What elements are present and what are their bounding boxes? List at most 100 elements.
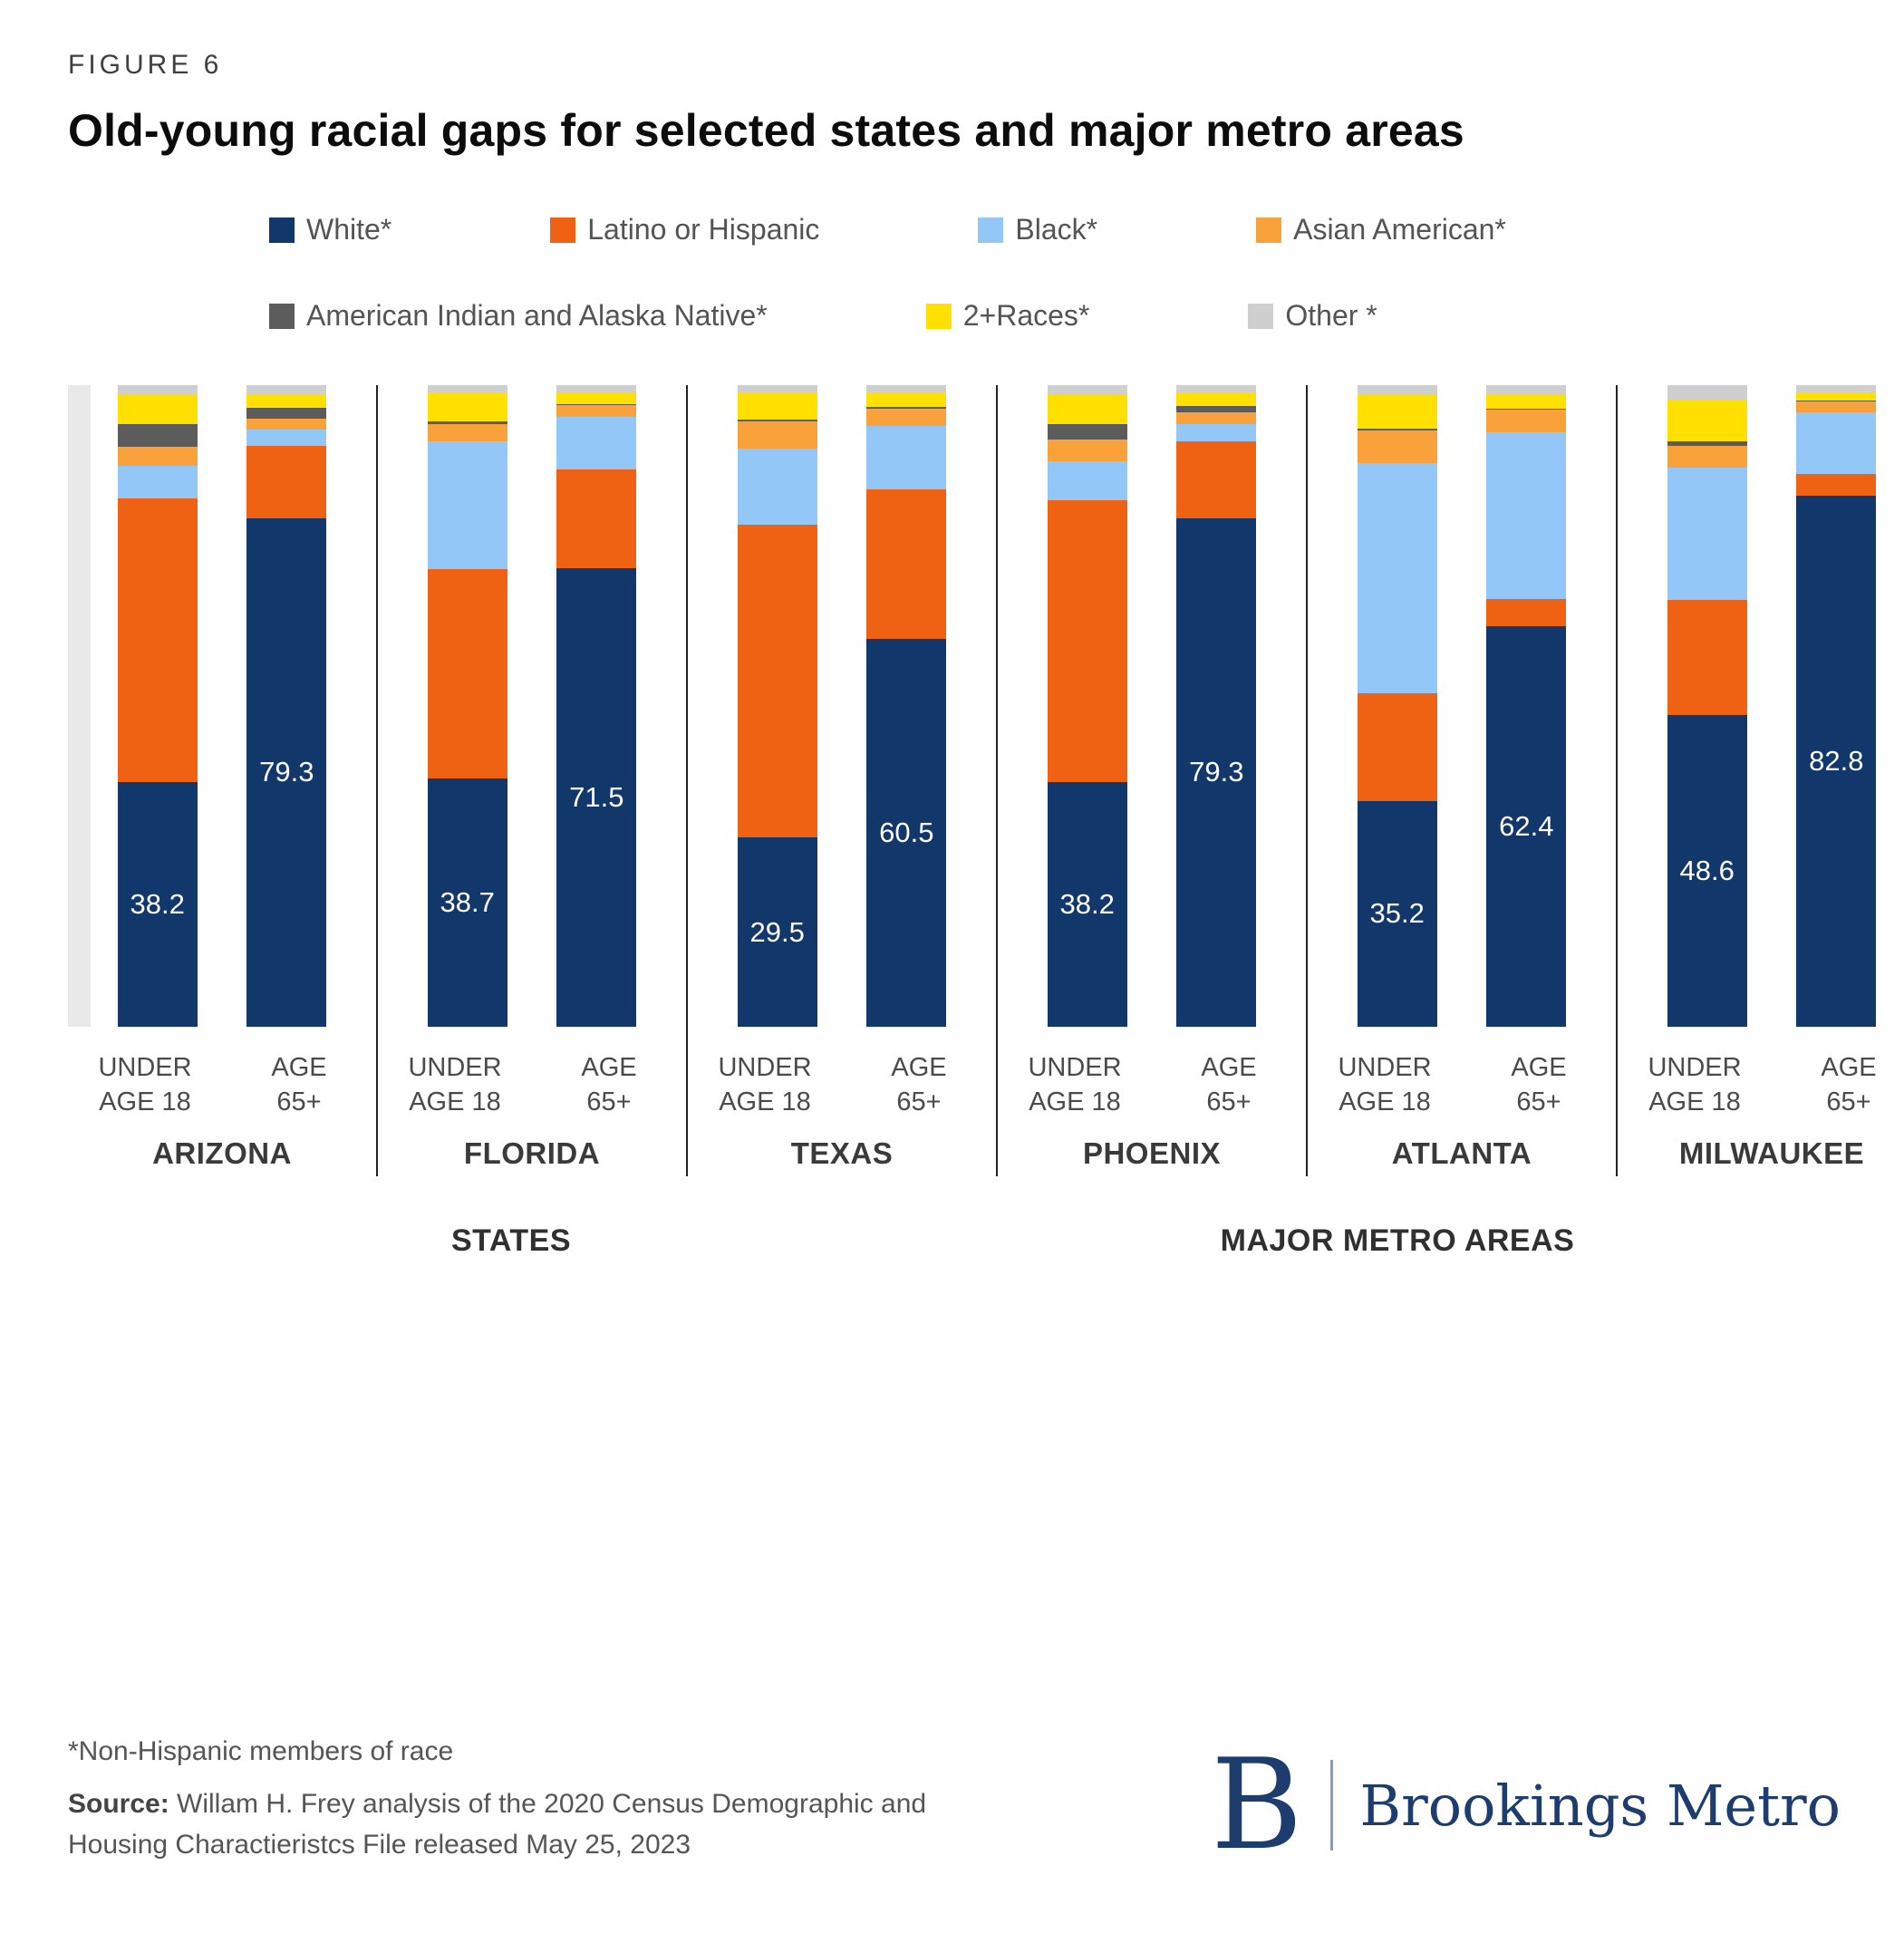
axis-tick-line: AGE 18 [1648, 1087, 1741, 1117]
brookings-logo: B Brookings Metro [1211, 1743, 1841, 1868]
bar-segment [737, 420, 817, 449]
bar-segment [1047, 460, 1127, 501]
legend-swatch-icon [978, 217, 1004, 243]
source-label: Source: [68, 1789, 169, 1819]
source-text: Willam H. Frey analysis of the 2020 Cens… [68, 1789, 927, 1860]
figure-page: FIGURE 6 Old-young racial gaps for selec… [68, 50, 1877, 1259]
stacked-bar: 38.2 [117, 385, 198, 1027]
axis-tick-line: AGE 18 [1339, 1087, 1431, 1117]
figure-label: FIGURE 6 [68, 50, 223, 80]
axis-tick-label: AGE 65+ [222, 1050, 376, 1120]
axis-tick-line: UNDER [1028, 1053, 1122, 1082]
legend-swatch-icon [1248, 303, 1274, 329]
axis-tick-line: AGE [1511, 1053, 1567, 1082]
axis-tick-label: UNDER AGE 18 [1618, 1050, 1772, 1120]
bar-segment [1357, 385, 1437, 394]
legend-item: American Indian and Alaska Native* [269, 299, 768, 333]
plot-left-margin [68, 385, 91, 1027]
legend-swatch-icon [269, 217, 295, 243]
bar-segment [246, 445, 327, 518]
ticks-row: UNDER AGE 18 AGE 65+ [688, 1050, 996, 1120]
bars-row: 38.7 71.5 [378, 385, 686, 1027]
bar-value-label: 35.2 [1369, 897, 1425, 930]
group-name: ATLANTA [1391, 1136, 1532, 1170]
bar-segment [556, 416, 637, 469]
axis-tick-line: AGE [891, 1053, 947, 1082]
axis-tick-label: AGE 65+ [1152, 1050, 1306, 1120]
bar-segment [1796, 385, 1877, 393]
bar-segment [246, 429, 327, 446]
chart: 38.2 79.3 UNDER AGE 18 AGE 65+ ARIZONA 38.7 71.5… [68, 385, 1877, 1259]
stacked-bar: 38.7 [427, 385, 507, 1027]
section-label: STATES [450, 1223, 572, 1258]
bar-segment [1486, 393, 1567, 409]
bar-segment [737, 385, 817, 392]
chart-group-arizona: 38.2 79.3 UNDER AGE 18 AGE 65+ ARIZONA [68, 385, 376, 1176]
stacked-bar: 79.3 [1176, 385, 1257, 1027]
legend-label: Black* [1015, 213, 1098, 246]
bar-segment [117, 385, 198, 395]
bar-segment [1796, 473, 1877, 496]
bar-segment [427, 392, 507, 421]
axis-tick-label: UNDER AGE 18 [688, 1050, 842, 1120]
footnote: *Non-Hispanic members of race [68, 1736, 454, 1766]
bar-value-label: 38.2 [1059, 887, 1115, 920]
bar-value-label: 60.5 [879, 816, 934, 848]
legend-label: White* [306, 213, 392, 246]
bar-segment [1357, 429, 1437, 430]
bar-value-label: 71.5 [569, 780, 624, 813]
bar-segment: 71.5 [556, 567, 637, 1027]
axis-tick-line: AGE 18 [409, 1087, 501, 1117]
bar-segment [1796, 392, 1877, 401]
axis-tick-line: AGE 18 [99, 1087, 191, 1117]
group-name: PHOENIX [1082, 1136, 1222, 1170]
bar-value-label: 79.3 [1189, 756, 1244, 788]
bar-segment [1176, 392, 1257, 406]
bar-segment [1667, 446, 1747, 468]
bar-value-label: 79.3 [259, 756, 314, 788]
legend-label: Asian American* [1293, 213, 1506, 246]
stacked-bar: 62.4 [1486, 385, 1567, 1027]
bar-segment [246, 385, 327, 395]
axis-tick-label: AGE 65+ [1462, 1050, 1616, 1120]
bar-segment [427, 569, 507, 779]
legend-item: Latino or Hispanic [550, 213, 819, 246]
axis-tick-line: UNDER [1648, 1053, 1742, 1082]
bar-segment [1486, 432, 1567, 600]
bar-segment [1667, 441, 1747, 447]
bar-segment [1486, 409, 1567, 433]
bar-segment [1176, 440, 1257, 518]
bar-segment [1796, 401, 1877, 412]
axis-tick-label: AGE 65+ [842, 1050, 996, 1120]
stacked-bar: 60.5 [866, 385, 947, 1027]
bar-segment [246, 418, 327, 430]
ticks-row: UNDER AGE 18 AGE 65+ [998, 1050, 1306, 1120]
axis-tick-label: AGE 65+ [532, 1050, 686, 1120]
bar-segment: 62.4 [1486, 626, 1567, 1027]
group-name: FLORIDA [463, 1136, 601, 1170]
bar-value-label: 29.5 [749, 915, 805, 948]
bar-segment [1486, 385, 1567, 394]
bar-segment [556, 403, 637, 405]
chart-group-atlanta: 35.2 62.4 UNDER AGE 18 AGE 65+ ATLANTA [1306, 385, 1616, 1176]
bar-segment [556, 392, 637, 404]
bar-segment [246, 394, 327, 408]
group-name: TEXAS [790, 1136, 894, 1170]
section-labels: STATES MAJOR METRO AREAS [68, 1223, 1841, 1259]
bar-segment [866, 385, 947, 393]
legend-item: Asian American* [1256, 213, 1506, 246]
bar-segment [117, 498, 198, 782]
axis-tick-line: AGE 18 [1029, 1087, 1121, 1117]
legend-item: 2+Races* [925, 299, 1089, 333]
bar-value-label: 38.7 [440, 886, 495, 918]
bars-row: 29.5 60.5 [688, 385, 996, 1027]
chart-groups: 38.2 79.3 UNDER AGE 18 AGE 65+ ARIZONA 38.7 71.5… [68, 385, 1877, 1176]
stacked-bar: 29.5 [737, 385, 817, 1027]
axis-tick-line: 65+ [586, 1087, 632, 1117]
logo-wordmark: Brookings Metro [1359, 1772, 1841, 1839]
chart-group-florida: 38.7 71.5 UNDER AGE 18 AGE 65+ FLORIDA [376, 385, 686, 1176]
bar-segment [1357, 430, 1437, 464]
axis-tick-label: UNDER AGE 18 [998, 1050, 1152, 1120]
bar-segment [117, 394, 198, 424]
legend-swatch-icon [1256, 217, 1282, 243]
